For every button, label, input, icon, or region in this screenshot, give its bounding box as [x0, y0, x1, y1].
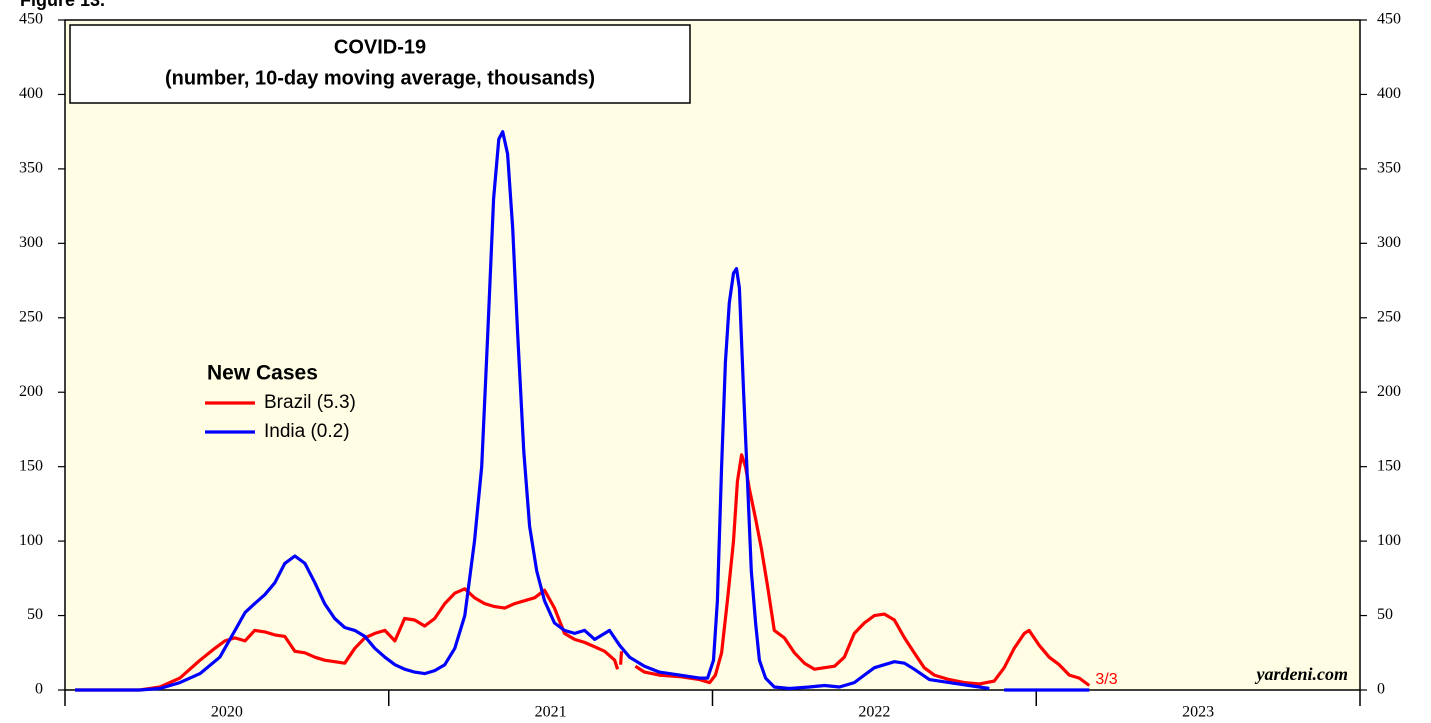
end-label: 3/3 [1095, 671, 1117, 688]
x-tick-label: 2021 [535, 704, 567, 721]
y2-tick-label: 0 [1377, 681, 1385, 698]
y2-tick-label: 100 [1377, 532, 1401, 549]
y-tick-label: 0 [35, 681, 43, 698]
legend-label: India (0.2) [264, 421, 350, 442]
series-line [75, 130, 1090, 692]
chart-subtitle: (number, 10-day moving average, thousand… [165, 67, 595, 89]
series-line [75, 453, 1091, 692]
y-tick-label: 150 [19, 457, 43, 474]
y-tick-label: 400 [19, 85, 43, 102]
y2-tick-label: 350 [1377, 160, 1401, 177]
y-tick-label: 100 [19, 532, 43, 549]
figure-label: Figure 13. [20, 0, 105, 10]
x-tick-label: 2022 [858, 704, 890, 721]
y2-tick-label: 250 [1377, 308, 1401, 325]
watermark: yardeni.com [1255, 664, 1349, 684]
y-tick-label: 350 [19, 160, 43, 177]
legend-title: New Cases [207, 362, 318, 385]
y2-tick-label: 150 [1377, 457, 1401, 474]
chart-title: COVID-19 [334, 36, 426, 58]
x-tick-label: 2020 [211, 704, 243, 721]
y2-tick-label: 450 [1377, 11, 1401, 28]
y2-tick-label: 400 [1377, 85, 1401, 102]
legend-label: Brazil (5.3) [264, 392, 356, 413]
y2-tick-label: 200 [1377, 383, 1401, 400]
y-tick-label: 50 [27, 606, 43, 623]
y-tick-label: 450 [19, 11, 43, 28]
title-box [69, 24, 691, 104]
x-tick-label: 2023 [1182, 704, 1214, 721]
y-tick-label: 200 [19, 383, 43, 400]
plot-area [64, 19, 1361, 691]
y2-tick-label: 50 [1377, 606, 1393, 623]
y-tick-label: 300 [19, 234, 43, 251]
y2-tick-label: 300 [1377, 234, 1401, 251]
y-tick-label: 250 [19, 308, 43, 325]
